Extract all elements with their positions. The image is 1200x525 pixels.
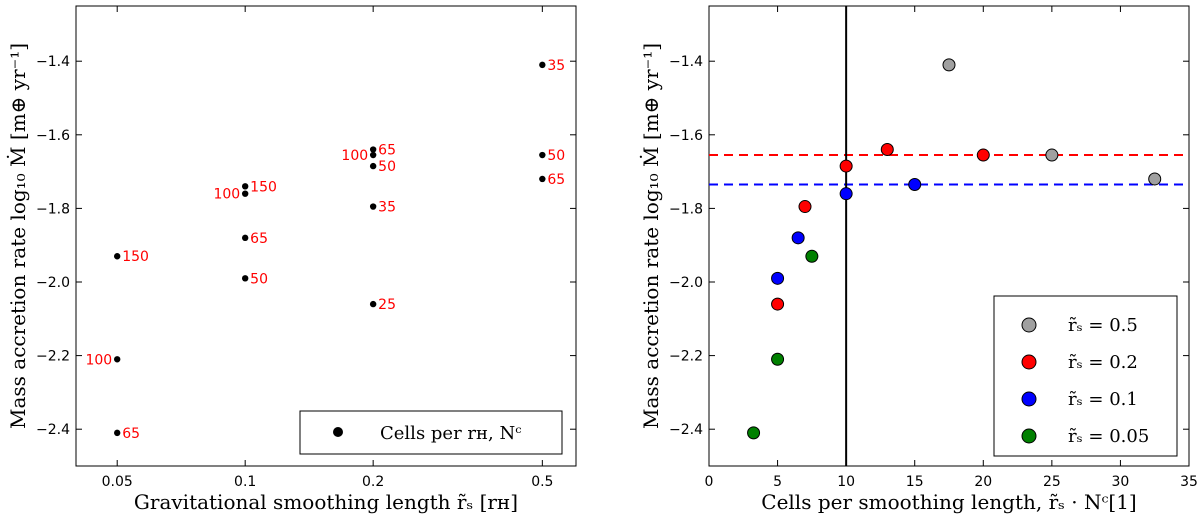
x-tick-label: 0.05	[102, 474, 133, 490]
point-label: 35	[547, 58, 565, 74]
point-label: 25	[378, 297, 396, 313]
x-tick-label: 0	[705, 474, 714, 490]
point-label: 65	[547, 172, 565, 188]
data-point	[747, 426, 761, 440]
data-point	[976, 148, 990, 162]
data-point	[369, 162, 377, 170]
legend-label: r̃ₛ = 0.1	[1068, 389, 1138, 410]
data-point	[241, 275, 249, 282]
data-point	[539, 61, 546, 69]
point-label: 50	[378, 159, 396, 175]
x-axis-label: Cells per smoothing length, r̃ₛ · Nᶜ[1]	[761, 490, 1136, 514]
x-tick-label: 0.2	[362, 474, 384, 490]
y-tick-label: −1.4	[669, 54, 703, 70]
data-point	[114, 356, 121, 363]
data-point	[539, 151, 546, 159]
data-point	[839, 159, 853, 173]
y-tick-label: −2.0	[669, 275, 703, 291]
point-label: 35	[378, 200, 396, 216]
point-label: 150	[250, 179, 277, 195]
point-label: 50	[250, 271, 268, 287]
legend-marker	[333, 427, 343, 437]
legend-marker	[1021, 428, 1037, 444]
data-point	[771, 297, 785, 311]
right-panel: 0 5 10 15 20 25 30 35 −2.4 −2.2 −2.0 −1.8 −1.6 −1.4 r̃…	[639, 5, 1198, 514]
data-point	[369, 203, 377, 210]
x-tick-label: 5	[773, 474, 782, 490]
y-axis-label: Mass accretion rate log₁₀ Ṁ [m⊕ yr⁻¹]	[639, 43, 663, 429]
plot-frame	[75, 5, 577, 467]
y-axis-label: Mass accretion rate log₁₀ Ṁ [m⊕ yr⁻¹]	[6, 43, 30, 429]
data-point	[369, 300, 377, 308]
data-point	[114, 253, 121, 260]
data-point	[771, 352, 785, 366]
x-tick-label: 35	[1180, 474, 1198, 490]
y-tick-label: −1.8	[36, 201, 70, 217]
legend-marker	[1021, 354, 1037, 370]
x-tick-label: 20	[974, 474, 992, 490]
legend-marker	[1021, 317, 1037, 333]
legend-label: r̃ₛ = 0.5	[1068, 315, 1138, 336]
legend-label: Cells per rʜ, Nᶜ	[380, 423, 521, 444]
x-axis-label: Gravitational smoothing length r̃ₛ [rʜ]	[134, 490, 518, 514]
x-tick-label: 0.1	[234, 474, 256, 490]
left-panel: 0.05 0.1 0.2 0.5 −2.4 −2.2 −2.0 −1.8 −1.6 −1.4 150…	[6, 5, 577, 514]
data-point	[942, 58, 956, 72]
point-label: 100	[85, 352, 112, 368]
point-label: 100	[341, 148, 368, 164]
data-point	[798, 200, 812, 214]
legend-box	[299, 410, 563, 455]
data-point	[369, 151, 377, 159]
x-tick-label: 0.5	[531, 474, 553, 490]
data-point	[1148, 172, 1162, 186]
legend-label: r̃ₛ = 0.2	[1068, 352, 1138, 373]
x-tick-label: 30	[1112, 474, 1130, 490]
plot-frame	[708, 5, 1190, 467]
data-point	[241, 183, 249, 190]
data-point	[771, 271, 785, 285]
point-label: 50	[547, 148, 565, 164]
legend-label: r̃ₛ = 0.05	[1068, 426, 1149, 447]
data-point	[1045, 148, 1059, 162]
data-point	[880, 143, 894, 157]
x-tick-label: 10	[837, 474, 855, 490]
data-point	[114, 429, 121, 437]
data-point	[839, 187, 853, 201]
y-tick-label: −1.6	[669, 128, 703, 144]
y-tick-label: −2.2	[36, 349, 70, 365]
point-label: 65	[122, 426, 140, 442]
y-tick-label: −1.8	[669, 201, 703, 217]
point-label: 100	[213, 187, 240, 203]
y-tick-label: −1.6	[36, 128, 70, 144]
y-tick-label: −2.4	[36, 422, 70, 438]
point-label: 65	[378, 143, 396, 159]
data-point	[908, 177, 922, 191]
y-tick-label: −2.2	[669, 349, 703, 365]
data-point	[805, 249, 819, 263]
x-tick-label: 25	[1043, 474, 1061, 490]
point-label: 150	[122, 249, 149, 265]
y-tick-label: −1.4	[36, 54, 70, 70]
data-point	[791, 231, 805, 245]
data-point	[241, 190, 249, 197]
point-label: 65	[250, 231, 268, 247]
data-point	[539, 175, 546, 183]
data-point	[241, 234, 249, 242]
y-tick-label: −2.0	[36, 275, 70, 291]
data-point	[369, 146, 377, 153]
y-tick-label: −2.4	[669, 422, 703, 438]
x-tick-label: 15	[906, 474, 924, 490]
legend-marker	[1021, 391, 1037, 407]
